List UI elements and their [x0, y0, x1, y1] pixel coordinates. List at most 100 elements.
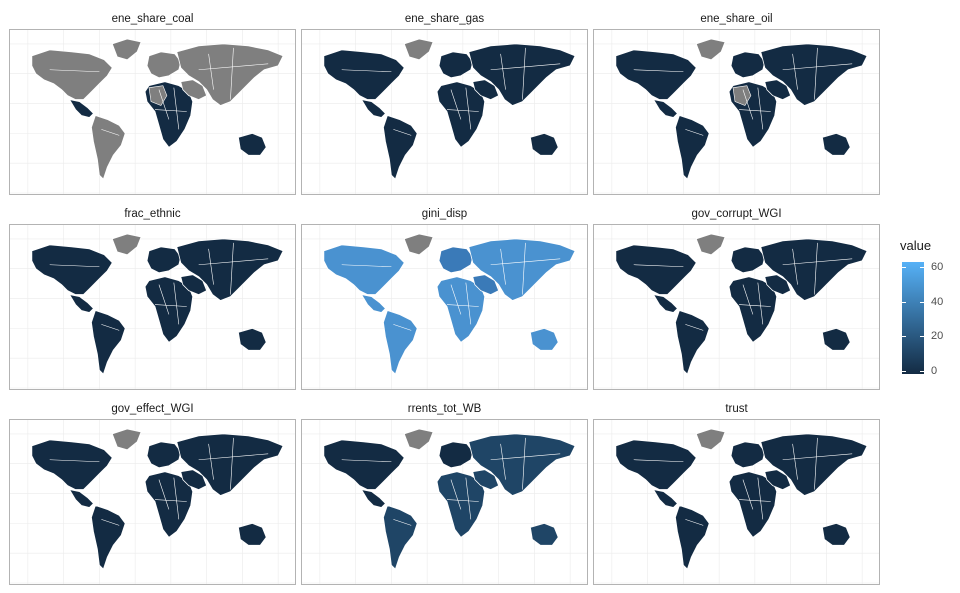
country-border	[446, 499, 479, 502]
region-russia-asia	[468, 433, 576, 496]
country-border	[742, 479, 754, 510]
region-russia-asia	[760, 43, 868, 106]
region-middle-east	[764, 274, 792, 296]
facet-strip-title: rrents_tot_WB	[407, 403, 482, 415]
country-border	[393, 129, 412, 136]
region-oceania	[821, 327, 851, 351]
region-south-america	[675, 309, 710, 375]
region-americas	[360, 294, 386, 313]
country-border	[154, 109, 187, 112]
region-south-america	[91, 309, 126, 375]
country-border	[198, 258, 269, 266]
country-border	[500, 248, 506, 285]
country-border	[465, 87, 472, 130]
country-border	[446, 109, 479, 112]
region-americas	[652, 294, 678, 313]
region-oceania	[821, 522, 851, 546]
facet-strip-title: ene_share_oil	[700, 13, 773, 25]
country-border	[792, 443, 798, 480]
legend-colorbar	[902, 262, 924, 374]
country-border	[158, 89, 170, 120]
country-border	[446, 304, 479, 307]
map-panel	[593, 29, 880, 195]
region-south-america	[383, 504, 418, 570]
map-panel	[593, 224, 880, 390]
country-border	[154, 304, 187, 307]
legend-tick-mark	[920, 267, 924, 269]
region-south-america	[91, 114, 126, 180]
region-oceania	[237, 522, 267, 546]
region-russia-asia	[468, 238, 576, 301]
region-russia-asia	[468, 43, 576, 106]
legend-tick-label: 20	[931, 330, 944, 343]
region-americas	[360, 99, 386, 118]
country-border	[685, 129, 704, 136]
region-na	[615, 244, 697, 295]
country-border	[173, 477, 180, 520]
country-border	[490, 258, 561, 266]
world-map	[10, 420, 295, 584]
country-border	[633, 459, 684, 463]
country-border	[490, 63, 561, 71]
country-border	[101, 129, 120, 136]
region-greenland	[403, 233, 434, 256]
country-border	[782, 63, 853, 71]
legend-title: value	[900, 238, 932, 253]
country-border	[208, 53, 214, 90]
facet-panel: ene_share_oil	[593, 10, 880, 195]
region-europe	[438, 246, 474, 274]
region-na	[323, 439, 405, 490]
country-border	[633, 264, 684, 268]
country-border	[757, 477, 764, 520]
country-border	[341, 264, 392, 268]
region-middle-east	[180, 469, 208, 491]
region-europe	[438, 51, 474, 79]
country-border	[522, 47, 526, 100]
facet-panel: rrents_tot_WB	[301, 400, 588, 585]
country-border	[341, 459, 392, 463]
region-middle-east	[764, 79, 792, 101]
country-border	[500, 443, 506, 480]
legend-tick-label: 60	[931, 261, 944, 274]
region-oceania	[529, 132, 559, 156]
facet-strip-title: frac_ethnic	[124, 208, 181, 220]
country-border	[450, 479, 462, 510]
legend-tick-label: 0	[931, 364, 938, 377]
region-south-america	[91, 504, 126, 570]
region-russia-asia	[176, 433, 284, 496]
world-map	[302, 225, 587, 389]
country-border	[633, 69, 684, 73]
country-border	[341, 69, 392, 73]
legend-tick-mark	[902, 336, 906, 338]
country-border	[208, 443, 214, 480]
facet-panel: gini_disp	[301, 205, 588, 390]
legend-tick-mark	[920, 370, 924, 372]
region-americas	[68, 489, 94, 508]
region-middle-east	[180, 79, 208, 101]
country-border	[742, 89, 754, 120]
region-americas	[68, 99, 94, 118]
country-border	[173, 282, 180, 325]
region-russia-asia	[176, 43, 284, 106]
country-border	[198, 63, 269, 71]
region-south-america	[675, 114, 710, 180]
facet-strip-title: ene_share_gas	[404, 13, 485, 25]
world-map	[10, 225, 295, 389]
country-border	[742, 284, 754, 315]
country-border	[465, 282, 472, 325]
country-border	[49, 69, 100, 73]
map-panel	[301, 419, 588, 585]
country-border	[685, 324, 704, 331]
region-russia-asia	[176, 238, 284, 301]
legend-tick-label: 40	[931, 295, 944, 308]
region-south-america	[383, 309, 418, 375]
region-middle-east	[472, 469, 500, 491]
country-border	[738, 109, 771, 112]
country-border	[685, 519, 704, 526]
map-panel	[301, 29, 588, 195]
region-russia-asia	[760, 238, 868, 301]
legend-tick-mark	[920, 301, 924, 303]
country-border	[738, 499, 771, 502]
region-na	[323, 244, 405, 295]
country-border	[230, 242, 234, 295]
